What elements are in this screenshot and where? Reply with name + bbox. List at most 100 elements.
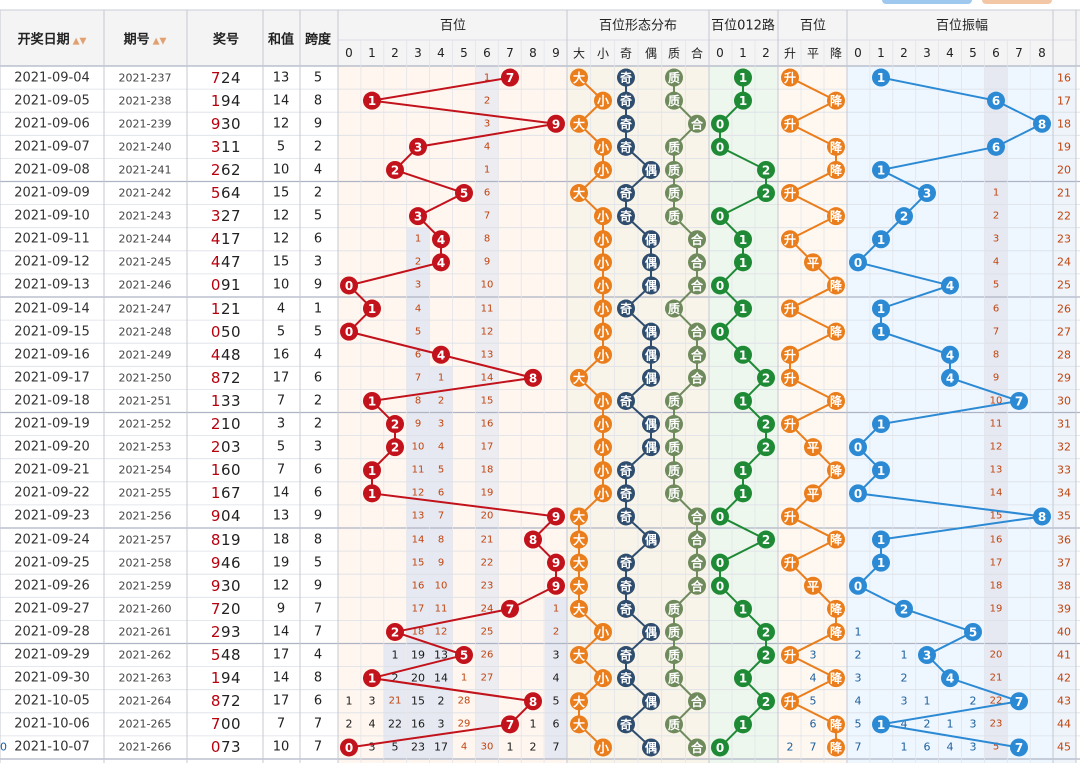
sum-value: 19 [272, 555, 290, 571]
amp-miss-value: 13 [989, 464, 1003, 476]
road-ball-label: 1 [739, 302, 747, 316]
hundreds-miss-value: 13 [480, 349, 494, 361]
prize-hundreds-digit: 3 [210, 207, 221, 226]
issue-number: 2021-241 [118, 163, 172, 177]
amp-miss-value: 20 [989, 649, 1003, 661]
amp-digit-header: 3 [923, 46, 931, 60]
prize-rest-digits: 93 [220, 622, 242, 641]
hundreds-ball: 2 [386, 438, 404, 457]
amp-ball: 1 [872, 461, 890, 480]
form-oddeven-ball: 奇 [617, 715, 635, 734]
amp-ball: 1 [872, 230, 890, 249]
road-ball-label: 1 [739, 256, 747, 270]
amp-ball-label: 1 [877, 464, 885, 478]
sort-by-date-header[interactable]: 开奖日期 ▲▼ [17, 32, 87, 48]
trend-ball-circle [827, 322, 845, 341]
trend-ball-label: 降 [830, 740, 843, 755]
prize-rest-digits: 10 [220, 415, 242, 434]
span-value: 6 [313, 370, 323, 386]
prize-hundreds-digit: 1 [210, 299, 221, 318]
form-primecomp-ball: 质 [665, 160, 683, 179]
sum-value: 14 [272, 670, 290, 686]
amp-ball: 4 [941, 276, 959, 295]
form-oddeven-ball-label: 偶 [645, 347, 657, 362]
prize-hundreds-digit: 2 [210, 438, 221, 457]
span-value: 7 [313, 716, 323, 732]
issue-number: 2021-256 [118, 509, 172, 523]
form-oddeven-ball-label: 偶 [645, 278, 657, 293]
form-oddeven-ball-label: 偶 [645, 232, 657, 247]
hundreds-miss-value: 2 [345, 717, 353, 731]
hundreds-ball-circle [363, 91, 381, 110]
form-primecomp-ball-label: 合 [691, 740, 704, 755]
prize-number: 930 [211, 577, 241, 595]
sum-value: 7 [276, 462, 286, 478]
amp-ball-circle [872, 415, 890, 434]
form-bigsmall-ball-label: 小 [597, 301, 609, 316]
trend-ball: 降 [827, 715, 845, 734]
trend-label-header: 升 [783, 46, 797, 61]
sort-by-issue-header[interactable]: 期号 ▲▼ [123, 32, 167, 48]
hundreds-digit-header: 2 [391, 46, 399, 60]
span-value: 6 [313, 485, 323, 501]
prize-hundreds-digit: 4 [210, 345, 221, 364]
issue-number: 2021-244 [118, 232, 172, 246]
span-value: 6 [313, 231, 323, 247]
hundreds-ball: 1 [363, 669, 381, 688]
hundreds-ball: 0 [340, 738, 358, 757]
form-primecomp-ball: 质 [665, 461, 683, 480]
form-primecomp-ball: 合 [688, 322, 706, 341]
hundreds-ball: 0 [340, 276, 358, 295]
amp-miss-value: 22 [989, 695, 1003, 707]
trend-ball-circle [827, 669, 845, 688]
hundreds-miss-value: 6 [414, 349, 422, 361]
trend-ball: 降 [827, 160, 845, 179]
row-index: 41 [1057, 648, 1071, 662]
form-oddeven-ball-circle [617, 484, 635, 503]
issue-number: 2021-253 [118, 440, 172, 454]
form-primecomp-ball: 合 [688, 230, 706, 249]
form-primecomp-ball-circle [665, 669, 683, 688]
prize-number: 720 [211, 600, 241, 618]
issue-number: 2021-248 [118, 325, 172, 339]
sum-value: 9 [276, 601, 286, 617]
hundreds-miss-value: 4 [460, 741, 468, 753]
hundreds-ball-label: 1 [368, 464, 376, 478]
index-area-bg [1053, 66, 1076, 763]
form-bigsmall-ball: 小 [594, 230, 612, 249]
form-oddeven-ball: 偶 [642, 530, 660, 549]
hundreds-miss-value: 3 [437, 717, 445, 731]
road-ball-circle [734, 461, 752, 480]
form-primecomp-ball: 质 [665, 91, 683, 110]
draw-date: 2021-09-24 [14, 532, 90, 548]
sum-value: 13 [272, 508, 290, 524]
hundreds-ball-circle [363, 484, 381, 503]
trend-ball-label: 升 [784, 70, 796, 85]
hundreds-miss-value: 4 [552, 671, 560, 685]
prize-number: 417 [211, 230, 241, 248]
form-oddeven-ball-label: 偶 [645, 740, 657, 755]
road-ball-circle [734, 669, 752, 688]
trend-miss-value: 7 [809, 740, 817, 754]
form-primecomp-ball-label: 质 [668, 209, 680, 224]
prize-number: 724 [211, 69, 241, 87]
form-oddeven-ball-circle [617, 507, 635, 526]
form-oddeven-ball-circle [642, 160, 660, 179]
form-header: 百位形态分布 [598, 18, 678, 34]
road-ball-circle [757, 160, 775, 179]
form-primecomp-ball-circle [665, 91, 683, 110]
span-value: 2 [313, 139, 323, 155]
form-oddeven-ball-label: 奇 [620, 509, 632, 524]
trend-ball-label: 降 [830, 139, 843, 154]
form-primecomp-ball-circle [688, 345, 706, 364]
amp-ball-label: 3 [923, 187, 931, 201]
row-index: 26 [1057, 302, 1071, 316]
form-bigsmall-ball-circle [594, 230, 612, 249]
form-oddeven-ball-circle [617, 184, 635, 203]
form-bigsmall-ball-circle [594, 276, 612, 295]
hundreds-miss-value: 5 [552, 694, 560, 708]
form-bigsmall-ball-label: 小 [597, 255, 609, 270]
form-primecomp-ball: 合 [688, 345, 706, 364]
form-bigsmall-ball: 小 [594, 484, 612, 503]
prize-number: 160 [211, 461, 241, 479]
